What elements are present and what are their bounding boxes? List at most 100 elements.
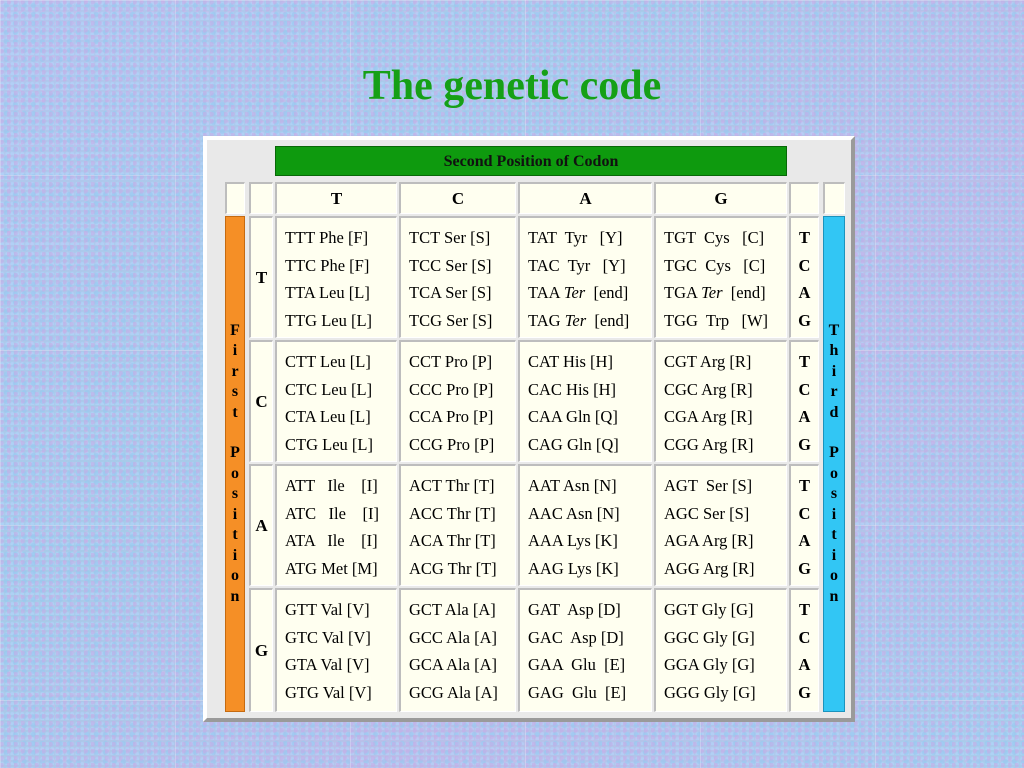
column-head-g: G <box>654 182 787 214</box>
first-position-label-letter: r <box>231 362 239 380</box>
third-position-label-letter: h <box>829 342 839 360</box>
first-position-label-letter: t <box>232 403 238 421</box>
codon-entry: ACT Thr [T] <box>409 476 495 495</box>
third-position-letter: A <box>798 407 811 426</box>
row-head-t: T <box>249 216 273 338</box>
codon-entry: TGG Trp [W] <box>664 310 769 330</box>
codon-entry: ATA Ile [I] <box>285 531 378 550</box>
corner-cell-right-inner <box>789 182 819 214</box>
codon-entry: TCC Ser [S] <box>409 255 492 275</box>
codon-entry: CGC Arg [R] <box>664 379 753 399</box>
codon-entry: CTC Leu [L] <box>285 379 373 399</box>
codon-entry: GTG Val [V] <box>285 682 372 702</box>
codon-entry: AAG Lys [K] <box>528 558 619 578</box>
codon-entry: TGC Cys [C] <box>664 255 766 275</box>
third-position-letter: A <box>798 283 811 302</box>
third-position-label-letter: s <box>830 485 838 503</box>
third-position-letter: G <box>798 682 811 702</box>
codon-entry: CTT Leu [L] <box>285 352 371 371</box>
codon-cell-ag: AGT Ser [S] AGC Ser [S] AGA Arg [R] AGG Arg… <box>654 464 787 586</box>
third-position-label-letter: P <box>829 444 839 462</box>
codon-entry: GGC Gly [G] <box>664 627 755 647</box>
codon-entry: GGA Gly [G] <box>664 655 755 674</box>
codon-cell-cc: CCT Pro [P] CCC Pro [P] CCA Pro [P] CCG Pro… <box>399 340 516 462</box>
third-position-label-letter: T <box>828 321 840 339</box>
codon-entry: AGA Arg [R] <box>664 531 754 550</box>
codon-entry: CCC Pro [P] <box>409 379 494 399</box>
codon-entry: AAC Asn [N] <box>528 503 620 523</box>
codon-cell-tg: TGT Cys [C] TGC Cys [C] TGA Ter [end] TGG T… <box>654 216 787 338</box>
codon-entry: ACA Thr [T] <box>409 531 496 550</box>
second-position-header: Second Position of Codon <box>275 146 787 176</box>
first-position-label-letter: s <box>231 485 239 503</box>
codon-entry: TGA Ter [end] <box>664 283 766 302</box>
row-head-a: A <box>249 464 273 586</box>
codon-entry: GTT Val [V] <box>285 600 370 619</box>
codon-cell-ga: GAT Asp [D] GAC Asp [D] GAA Glu [E] GAG Glu… <box>518 588 652 712</box>
codon-entry: GAT Asp [D] <box>528 600 621 619</box>
codon-entry: TTG Leu [L] <box>285 310 373 330</box>
codon-entry: GCG Ala [A] <box>409 682 498 702</box>
corner-cell-left <box>225 182 245 214</box>
first-position-label-letter: o <box>231 464 239 482</box>
page-title: The genetic code <box>362 63 662 109</box>
codon-entry: CGT Arg [R] <box>664 352 752 371</box>
codon-entry: GCT Ala [A] <box>409 600 496 619</box>
third-position-letter: T <box>798 600 810 619</box>
codon-cell-ta: TAT Tyr [Y] TAC Tyr [Y] TAA Ter [end] TAG T… <box>518 216 652 338</box>
codon-cell-tt: TTT Phe [F] TTC Phe [F] TTA Leu [L] TTG Leu… <box>275 216 397 338</box>
codon-entry: CCT Pro [P] <box>409 352 493 371</box>
column-head-t: T <box>275 182 397 214</box>
first-position-label-letter: t <box>232 526 238 544</box>
codon-entry: TGT Cys [C] <box>664 228 765 247</box>
codon-entry: AAT Asn [N] <box>528 476 617 495</box>
codon-entry: TAA Ter [end] <box>528 283 629 302</box>
third-position-label-letter: i <box>831 505 837 523</box>
third-position-letter: T <box>798 352 810 371</box>
codon-cell-gg: GGT Gly [G] GGC Gly [G] GGA Gly [G] GGG Gly… <box>654 588 787 712</box>
codon-cell-ca: CAT His [H] CAC His [H] CAA Gln [Q] CAG Gln… <box>518 340 652 462</box>
codon-cell-ac: ACT Thr [T] ACC Thr [T] ACA Thr [T] ACG Thr… <box>399 464 516 586</box>
third-position-letter: T <box>798 228 810 247</box>
codon-cell-at: ATT Ile [I] ATC Ile [I] ATA Ile [I] ATG Met… <box>275 464 397 586</box>
codon-entry: CCA Pro [P] <box>409 407 494 426</box>
third-position-letter: G <box>798 434 811 454</box>
codon-entry: TCG Ser [S] <box>409 310 493 330</box>
corner-cell-right <box>823 182 845 214</box>
codon-entry: CGG Arg [R] <box>664 434 754 454</box>
codon-cell-gc: GCT Ala [A] GCC Ala [A] GCA Ala [A] GCG Ala… <box>399 588 516 712</box>
third-position-label-letter: i <box>831 362 837 380</box>
third-position-letter: C <box>798 503 811 523</box>
codon-entry: CGA Arg [R] <box>664 407 753 426</box>
third-position-label-letter: r <box>830 383 838 401</box>
codon-entry: TAT Tyr [Y] <box>528 228 623 247</box>
codon-entry: AGG Arg [R] <box>664 558 755 578</box>
codon-entry: CAA Gln [Q] <box>528 407 618 426</box>
third-position-letter: A <box>798 531 811 550</box>
third-position-label-letter: o <box>830 567 838 585</box>
codon-entry: GTC Val [V] <box>285 627 371 647</box>
codon-entry: GAG Glu [E] <box>528 682 627 702</box>
codon-entry: AGT Ser [S] <box>664 476 753 495</box>
codon-entry: CAT His [H] <box>528 352 613 371</box>
column-head-c: C <box>399 182 516 214</box>
third-position-label-letter: t <box>831 526 837 544</box>
codon-entry: GAA Glu [E] <box>528 655 626 674</box>
row-head-g: G <box>249 588 273 712</box>
codon-entry: CCG Pro [P] <box>409 434 495 454</box>
codon-entry: CTG Leu [L] <box>285 434 373 454</box>
codon-entry: GCC Ala [A] <box>409 627 497 647</box>
codon-cell-ct: CTT Leu [L] CTC Leu [L] CTA Leu [L] CTG Leu… <box>275 340 397 462</box>
codon-entry: TTA Leu [L] <box>285 283 370 302</box>
codon-entry: AAA Lys [K] <box>528 531 618 550</box>
codon-cell-tc: TCT Ser [S] TCC Ser [S] TCA Ser [S] TCG Ser… <box>399 216 516 338</box>
third-position-letter: T <box>798 476 810 495</box>
codon-cell-aa: AAT Asn [N] AAC Asn [N] AAA Lys [K] AAG Lys… <box>518 464 652 586</box>
codon-cell-gt: GTT Val [V] GTC Val [V] GTA Val [V] GTG Val… <box>275 588 397 712</box>
third-position-letter: C <box>798 255 811 275</box>
first-position-label-letter: P <box>230 444 240 462</box>
codon-entry: ACG Thr [T] <box>409 558 497 578</box>
codon-entry: GGT Gly [G] <box>664 600 754 619</box>
